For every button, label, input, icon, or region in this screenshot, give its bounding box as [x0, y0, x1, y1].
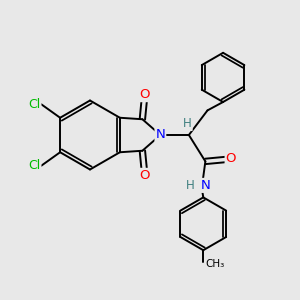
- Text: O: O: [140, 88, 150, 101]
- Text: Cl: Cl: [28, 98, 40, 111]
- Text: O: O: [140, 169, 150, 182]
- Text: O: O: [226, 152, 236, 166]
- Text: Cl: Cl: [28, 159, 40, 172]
- Text: N: N: [155, 128, 165, 142]
- Text: H: H: [183, 117, 192, 130]
- Text: N: N: [200, 179, 210, 192]
- Text: CH₃: CH₃: [205, 259, 224, 269]
- Text: H: H: [186, 179, 195, 192]
